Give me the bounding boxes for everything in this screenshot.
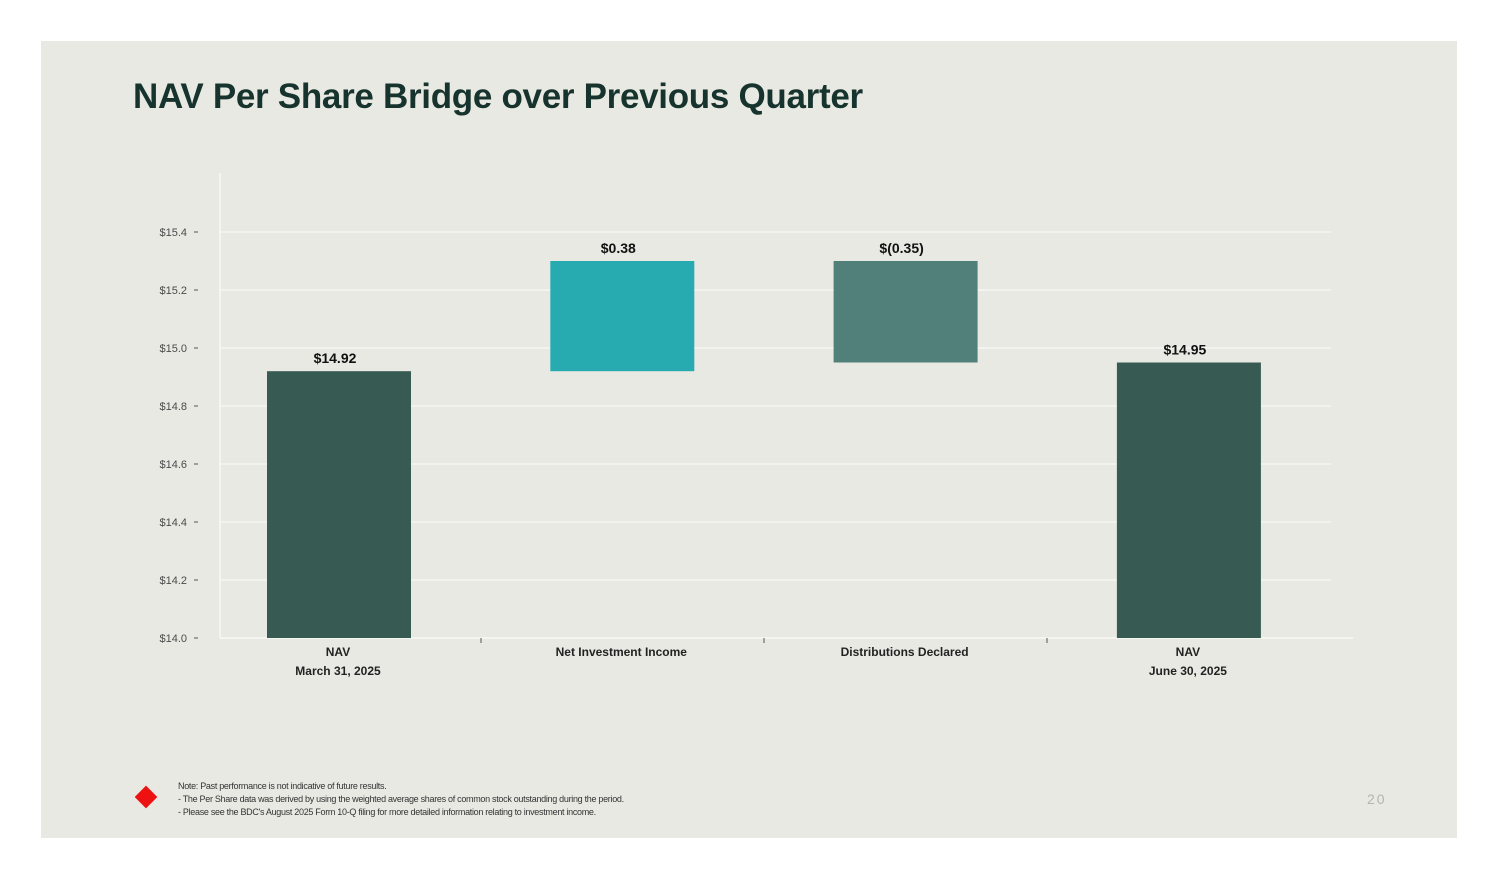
slide: NAV Per Share Bridge over Previous Quart… <box>41 41 1457 838</box>
y-tick-label: $14.0 <box>159 633 187 645</box>
y-tick-label: $14.8 <box>159 401 187 413</box>
footnote-line: - The Per Share data was derived by usin… <box>178 794 624 804</box>
bar <box>833 261 978 363</box>
y-tick-label: $14.4 <box>159 517 187 529</box>
data-label: $0.38 <box>601 240 636 256</box>
red-diamond-icon <box>134 785 158 809</box>
data-label: $14.92 <box>314 350 357 366</box>
footnote-line: Note: Past performance is not indicative… <box>178 781 387 791</box>
y-tick-label: $15.2 <box>159 285 187 297</box>
labels: $14.92 NAV March 31, 2025 $0.38 Net Investme… <box>295 240 1227 678</box>
page-title: NAV Per Share Bridge over Previous Quart… <box>133 77 863 116</box>
y-tick-label: $15.0 <box>159 343 187 355</box>
waterfall-chart: $14.0 $14.2 $14.4 $14.6 $14.8 $15.0 $15.2 $15.4… <box>159 173 1353 678</box>
data-label: $14.95 <box>1163 342 1206 358</box>
footnote-line: - Please see the BDC's August 2025 Form … <box>178 807 596 817</box>
y-tick-label: $14.6 <box>159 459 187 471</box>
x-category-label: June 30, 2025 <box>1149 664 1227 678</box>
footnotes: Note: Past performance is not indicative… <box>178 780 624 819</box>
x-category-label: NAV <box>326 645 350 659</box>
data-label: $(0.35) <box>879 240 923 256</box>
bar <box>267 371 411 638</box>
bar <box>550 261 695 372</box>
x-category-label: March 31, 2025 <box>295 664 381 678</box>
bar <box>1116 362 1261 638</box>
bars <box>267 261 1261 638</box>
y-tick-label: $15.4 <box>159 227 187 239</box>
x-category-label: Net Investment Income <box>556 645 688 659</box>
x-category-label: Distributions Declared <box>841 645 969 659</box>
x-category-label: NAV <box>1176 645 1200 659</box>
y-tick-label: $14.2 <box>159 575 187 587</box>
page-number: 20 <box>1367 791 1387 807</box>
